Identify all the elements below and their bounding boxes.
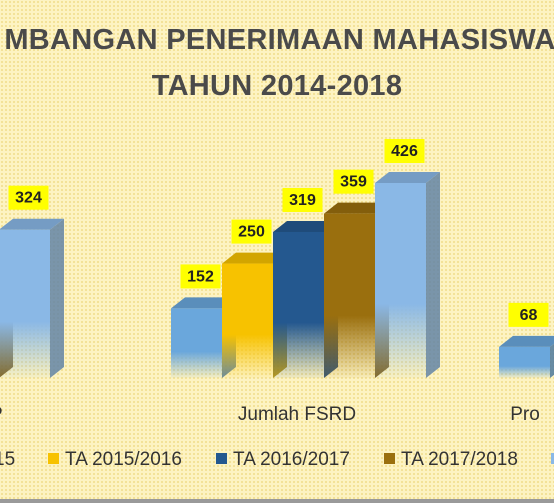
svg-text:319: 319	[289, 192, 316, 209]
chart-title-line-2: TAHUN 2014-2018	[151, 70, 403, 102]
data-label: 319	[282, 187, 323, 212]
legend-item: TA 2016/2017	[216, 449, 350, 471]
legend-item: TA 2017/2018	[384, 449, 518, 471]
legend-label: 15	[0, 449, 16, 470]
legend-item	[551, 449, 554, 471]
legend-label: TA 2017/2018	[401, 449, 518, 470]
bar	[499, 335, 554, 378]
chart-title-line-1: MBANGAN PENERIMAAN MAHASISWA	[4, 24, 554, 56]
legend-label: TA 2015/2016	[65, 449, 182, 470]
legend-swatch	[551, 453, 554, 464]
svg-text:324: 324	[15, 190, 42, 207]
svg-text:359: 359	[340, 174, 367, 191]
data-label: 426	[384, 139, 425, 163]
legend-item: TA 2015/2016	[48, 449, 182, 471]
data-label: 250	[231, 219, 272, 244]
svg-text:68: 68	[520, 307, 538, 324]
svg-text:426: 426	[391, 143, 418, 160]
category-label: Pro	[510, 404, 540, 425]
legend-label: TA 2016/2017	[233, 449, 350, 470]
legend-item: 15	[0, 449, 15, 471]
category-label: Jumlah FSRD	[238, 404, 356, 425]
legend-swatch	[216, 453, 227, 464]
data-label: 324	[8, 185, 49, 210]
svg-text:250: 250	[238, 224, 265, 241]
data-label: 359	[333, 169, 374, 194]
svg-text:152: 152	[187, 268, 214, 285]
legend-swatch	[384, 453, 395, 464]
category-label: SP	[0, 404, 3, 425]
legend-swatch	[48, 453, 59, 464]
bar	[0, 218, 64, 378]
data-label: 152	[180, 264, 221, 289]
data-label: 68	[508, 302, 549, 327]
bar	[375, 172, 440, 378]
